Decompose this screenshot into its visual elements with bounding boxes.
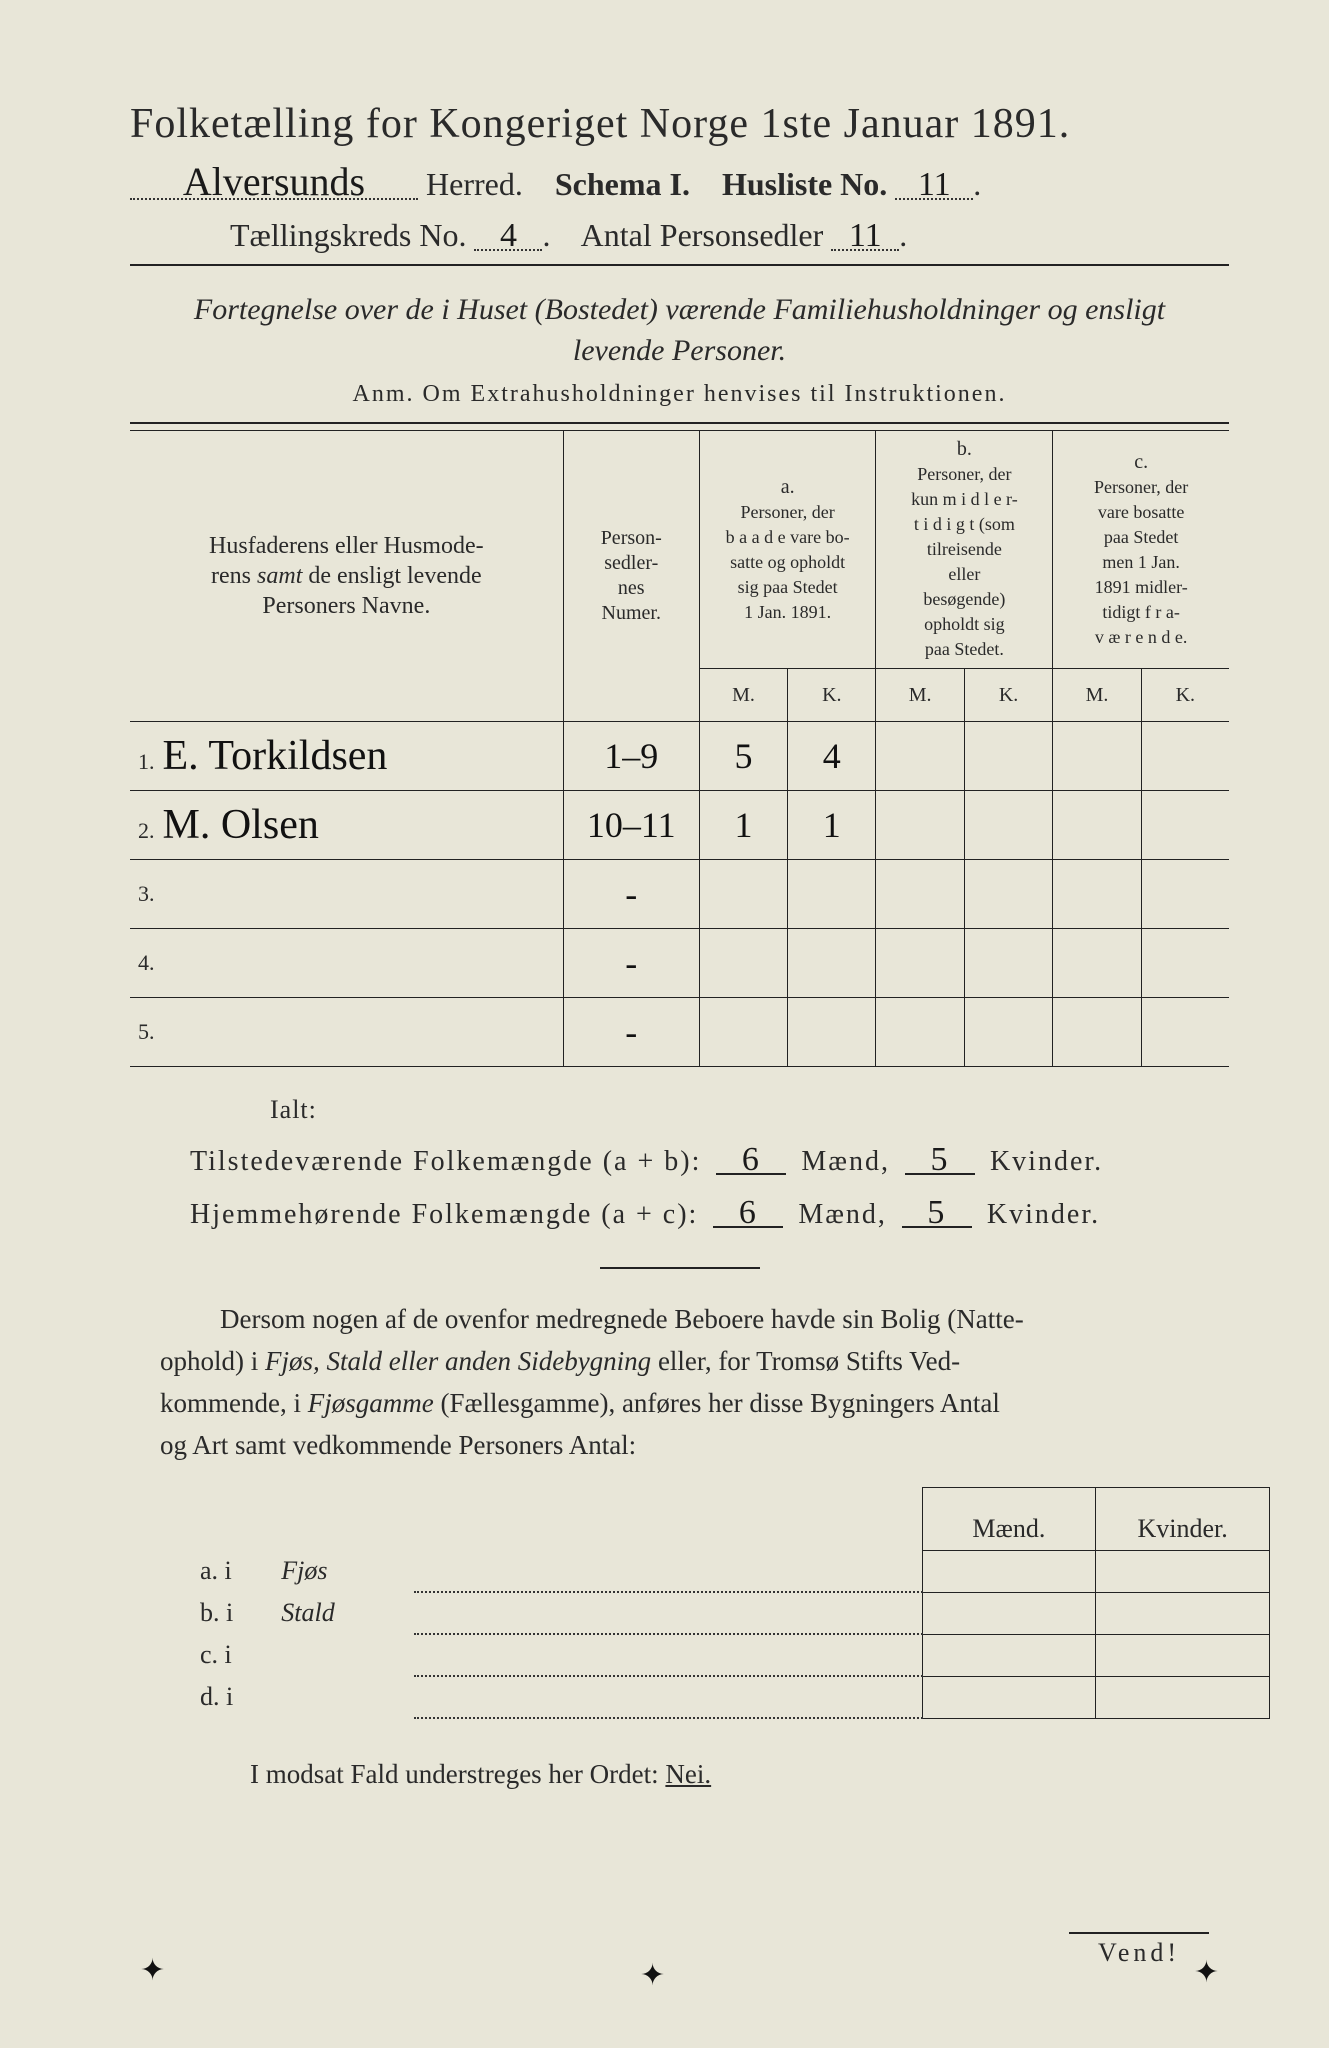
col-a-header: a.Personer, derb a a d e vare bo-satte o…: [699, 431, 876, 669]
col-b-header: b.Personer, derkun m i d l e r-t i d i g…: [876, 431, 1053, 669]
vend-label: Vend!: [1069, 1932, 1209, 1968]
herred-handwritten: Alversunds: [130, 166, 418, 200]
herred-line: Alversunds Herred. Schema I. Husliste No…: [130, 166, 1229, 203]
modsat-line: I modsat Fald understreges her Ordet: Ne…: [250, 1759, 1229, 1790]
antal-no: 11: [831, 222, 899, 251]
small-h1: Mænd.: [922, 1487, 1096, 1550]
building-table: Mænd. Kvinder. a. i Fjøs b. i Stald c. i…: [190, 1487, 1270, 1720]
totals-block: Tilstedeværende Folkemængde (a + b): 6 M…: [190, 1135, 1229, 1241]
kreds-line: Tællingskreds No. 4. Antal Personsedler …: [230, 217, 1229, 254]
title-text: Folketælling for Kongeriget Norge 1ste J…: [130, 101, 1070, 147]
kreds-label: Tællingskreds No.: [230, 217, 466, 253]
mark-icon: ✦: [1194, 1955, 1219, 1990]
table-row: a. i Fjøs: [190, 1550, 1270, 1592]
l2-maend: 6: [713, 1199, 783, 1228]
mark-icon: ✦: [140, 1953, 165, 1988]
totals-line-2: Hjemmehørende Folkemængde (a + c): 6 Mæn…: [190, 1188, 1229, 1241]
table-row: b. i Stald: [190, 1592, 1270, 1634]
rule-2: [130, 422, 1229, 424]
ialt-label: Ialt:: [270, 1095, 1229, 1125]
table-row: 4. -: [130, 929, 1229, 998]
l1-kvinder: 5: [905, 1146, 975, 1175]
table-row: 2.M. Olsen 10–11 1 1: [130, 791, 1229, 860]
col1-header: Husfaderens eller Husmode-rens samt de e…: [209, 533, 484, 619]
census-form-page: Folketælling for Kongeriget Norge 1ste J…: [0, 0, 1329, 2048]
schema-label: Schema I.: [555, 166, 690, 202]
table-row: c. i: [190, 1634, 1270, 1676]
l2-kvinder: 5: [902, 1199, 972, 1228]
main-title: Folketælling for Kongeriget Norge 1ste J…: [130, 100, 1229, 148]
col2-header: Person-sedler-nesNumer.: [563, 431, 699, 722]
paragraph: Dersom nogen af de ovenfor medregnede Be…: [160, 1299, 1209, 1466]
c-k: K.: [1141, 669, 1229, 722]
subtitle: Fortegnelse over de i Huset (Bostedet) v…: [170, 290, 1189, 371]
anm-note: Anm. Om Extrahusholdninger henvises til …: [130, 381, 1229, 408]
table-row: d. i: [190, 1676, 1270, 1718]
rule-3: [600, 1267, 760, 1269]
rule-1: [130, 264, 1229, 266]
l1-maend: 6: [716, 1146, 786, 1175]
main-table: Husfaderens eller Husmode-rens samt de e…: [130, 430, 1229, 1067]
b-m: M.: [876, 669, 964, 722]
totals-line-1: Tilstedeværende Folkemængde (a + b): 6 M…: [190, 1135, 1229, 1188]
herred-label: Herred.: [426, 166, 523, 202]
a-k: K.: [788, 669, 876, 722]
table-row: 1.E. Torkildsen 1–9 5 4: [130, 722, 1229, 791]
b-k: K.: [964, 669, 1052, 722]
antal-label: Antal Personsedler: [581, 217, 824, 253]
c-m: M.: [1053, 669, 1141, 722]
a-m: M.: [699, 669, 787, 722]
col-c-header: c.Personer, dervare bosattepaa Stedetmen…: [1053, 431, 1229, 669]
small-h2: Kvinder.: [1096, 1487, 1270, 1550]
kreds-no: 4: [474, 222, 542, 251]
husliste-no: 11: [895, 171, 973, 200]
table-row: 5. -: [130, 998, 1229, 1067]
mark-icon: ✦: [640, 1958, 665, 1993]
table-row: 3. -: [130, 860, 1229, 929]
husliste-label: Husliste No.: [722, 166, 887, 202]
nei: Nei.: [665, 1759, 711, 1789]
